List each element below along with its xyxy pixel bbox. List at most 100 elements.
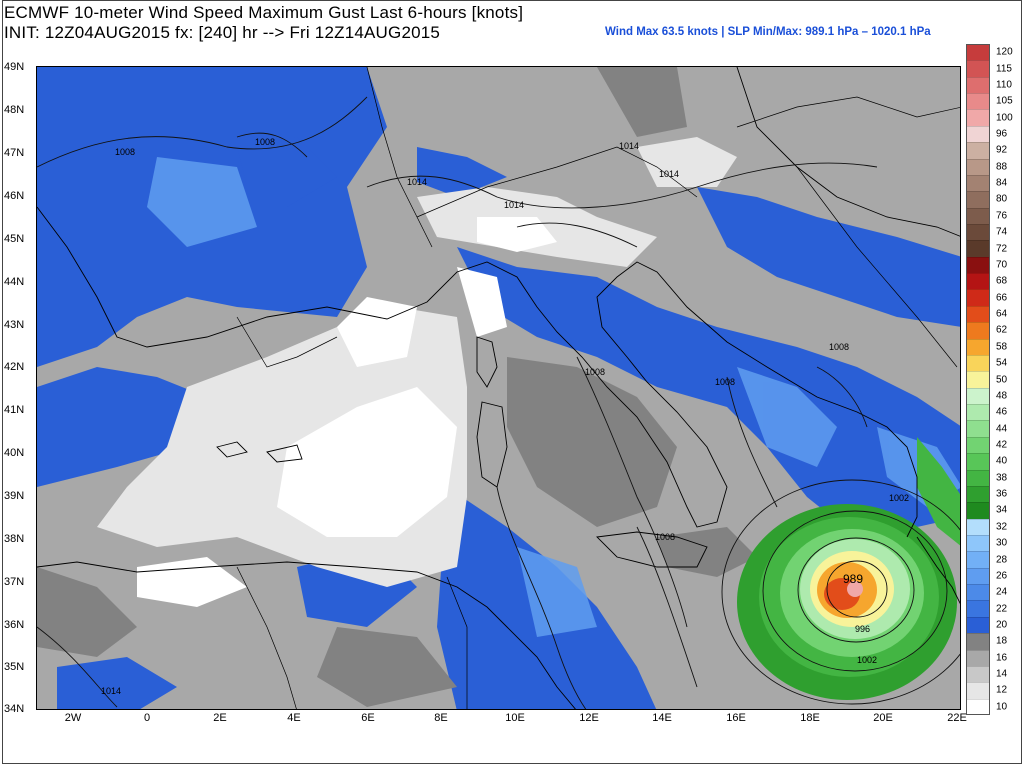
colorbar-swatch xyxy=(966,551,990,568)
colorbar-swatch xyxy=(966,93,990,110)
lat-label: 45N xyxy=(4,233,25,245)
lat-label: 36N xyxy=(4,619,25,631)
lat-label: 49N xyxy=(4,61,25,73)
isobar-label-low: 989 xyxy=(843,572,863,586)
colorbar-swatch xyxy=(966,616,990,634)
lat-label: 37N xyxy=(4,576,25,588)
isobar-label: 1014 xyxy=(659,169,679,179)
colorbar-level-label: 54 xyxy=(996,357,1008,369)
colorbar-level-label: 68 xyxy=(996,275,1008,287)
wind-gust-map[interactable]: 1008 1008 1014 1014 1014 1014 1008 1008 … xyxy=(36,66,961,710)
isobar-label: 1008 xyxy=(829,342,849,352)
colorbar-level-label: 92 xyxy=(996,144,1008,156)
lon-label: 2W xyxy=(64,712,82,724)
lon-label: 14E xyxy=(652,712,672,724)
lat-label: 48N xyxy=(4,104,25,116)
lon-label: 10E xyxy=(505,712,525,724)
colorbar-level-label: 50 xyxy=(996,374,1008,385)
lon-label: 18E xyxy=(800,712,820,724)
colorbar-level-label: 18 xyxy=(996,635,1008,647)
isobar-label: 996 xyxy=(855,624,870,634)
colorbar-swatch xyxy=(966,404,990,421)
lon-label: 8E xyxy=(434,712,448,724)
colorbar-level-label: 72 xyxy=(996,243,1008,255)
lon-label: 16E xyxy=(726,712,746,724)
colorbar-level-label: 66 xyxy=(996,292,1008,304)
colorbar-level-label: 26 xyxy=(996,570,1008,582)
colorbar-level-label: 14 xyxy=(996,668,1008,680)
colorbar-swatch xyxy=(966,305,990,323)
isobar-label: 1008 xyxy=(115,147,135,157)
isobar-label: 1014 xyxy=(504,200,524,210)
colorbar-swatch xyxy=(966,485,990,503)
colorbar-level-label: 80 xyxy=(996,193,1008,205)
lon-label: 12E xyxy=(579,712,599,724)
colorbar-level-label: 34 xyxy=(996,504,1008,516)
colorbar-swatch xyxy=(966,76,990,94)
colorbar-swatch xyxy=(966,273,990,290)
colorbar-level-label: 40 xyxy=(996,455,1008,467)
colorbar-level-label: 46 xyxy=(996,406,1008,418)
lon-label: 6E xyxy=(361,712,375,724)
lat-label: 43N xyxy=(4,319,25,331)
colorbar-level-label: 105 xyxy=(996,95,1013,107)
colorbar-swatch xyxy=(966,698,990,715)
isobar-label: 1008 xyxy=(715,377,735,387)
colorbar-level-label: 84 xyxy=(996,177,1008,189)
lon-label: 0 xyxy=(143,712,151,724)
colorbar-swatch xyxy=(966,469,990,486)
colorbar-swatch xyxy=(966,60,990,77)
isobar-label: 1008 xyxy=(255,137,275,147)
colorbar-swatch xyxy=(966,633,990,650)
dark-grey-patches xyxy=(37,67,757,707)
lat-label: 41N xyxy=(4,404,25,416)
isobar-label: 1008 xyxy=(585,367,605,377)
isobar-label: 1002 xyxy=(857,655,877,665)
lat-label: 39N xyxy=(4,490,25,502)
colorbar-swatch xyxy=(966,256,990,274)
colorbar-swatch xyxy=(966,240,990,257)
colorbar-swatch xyxy=(966,322,990,339)
lat-label: 42N xyxy=(4,361,25,373)
colorbar-level-label: 74 xyxy=(996,226,1008,238)
colorbar-level-label: 88 xyxy=(996,161,1008,173)
isobar-label: 1014 xyxy=(101,686,121,696)
colorbar-level-label: 32 xyxy=(996,521,1008,533)
calm-zones-white xyxy=(137,217,557,607)
colorbar-level-label: 64 xyxy=(996,308,1008,320)
colorbar-level-label: 100 xyxy=(996,112,1013,124)
colorbar-swatch xyxy=(966,534,990,552)
colorbar-swatch xyxy=(966,174,990,192)
colorbar-swatch xyxy=(966,420,990,437)
colorbar-level-label: 42 xyxy=(996,439,1008,451)
colorbar-level-label: 44 xyxy=(996,423,1008,435)
colorbar-level-label: 38 xyxy=(996,472,1008,484)
colorbar-level-label: 28 xyxy=(996,554,1008,566)
colorbar-level-label: 20 xyxy=(996,619,1008,631)
cyclone-wind-field xyxy=(737,437,960,700)
lat-label: 34N xyxy=(4,703,25,715)
lat-label: 40N xyxy=(4,447,25,459)
colorbar-level-label: 110 xyxy=(996,79,1012,91)
isobar-label: 1002 xyxy=(889,493,909,503)
colorbar-swatch xyxy=(966,584,990,601)
colorbar-swatch xyxy=(966,142,990,159)
isobar-lines xyxy=(37,96,960,709)
colorbar-level-label: 115 xyxy=(996,63,1012,75)
colorbar-swatch xyxy=(966,453,990,470)
colorbar-swatch xyxy=(966,682,990,699)
lon-label: 20E xyxy=(873,712,893,724)
colorbar-swatch xyxy=(966,436,990,454)
colorbar-swatch xyxy=(966,158,990,175)
colorbar-swatch xyxy=(966,518,990,535)
colorbar-swatch xyxy=(966,567,990,585)
colorbar-swatch xyxy=(966,289,990,306)
colorbar-swatch xyxy=(966,191,990,208)
lon-label: 2E xyxy=(213,712,227,724)
colorbar-level-label: 96 xyxy=(996,128,1008,140)
colorbar-level-label: 12 xyxy=(996,684,1008,696)
colorbar-level-label: 76 xyxy=(996,210,1008,222)
colorbar-swatch xyxy=(966,44,990,61)
lat-label: 44N xyxy=(4,276,25,288)
colorbar-swatch xyxy=(966,387,990,405)
